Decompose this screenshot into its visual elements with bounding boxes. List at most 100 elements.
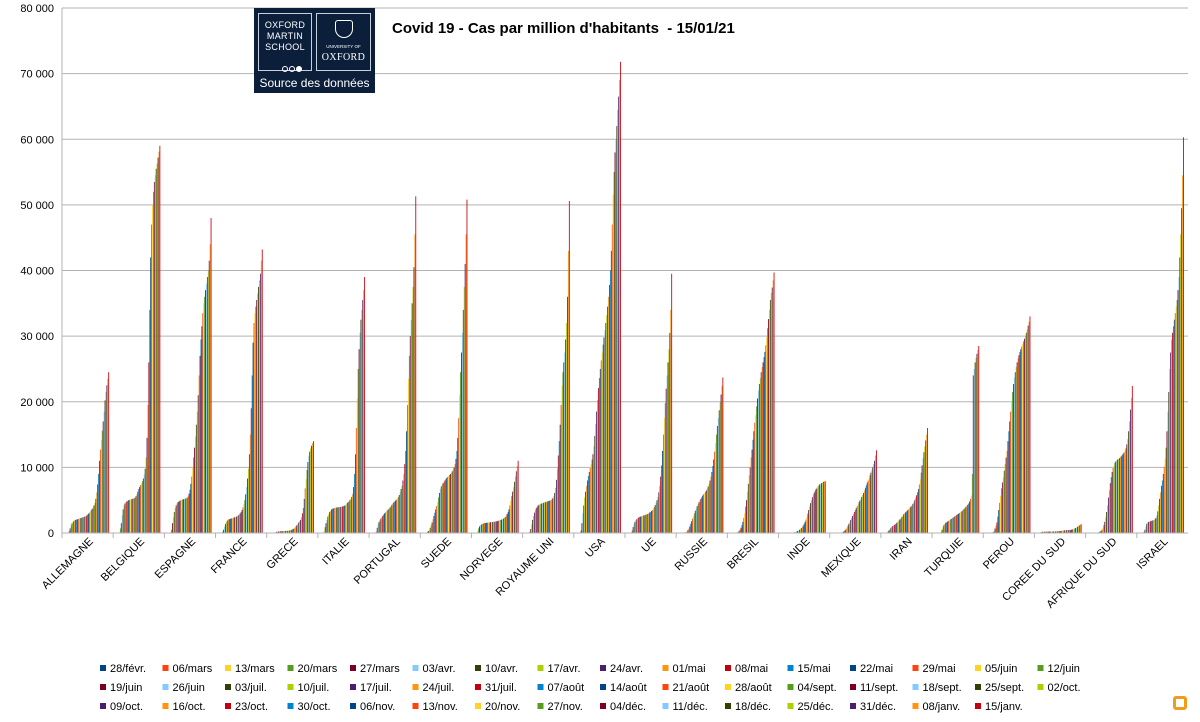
legend-label: 06/mars	[173, 663, 213, 675]
bars	[67, 61, 1184, 534]
bar	[142, 478, 144, 533]
legend-label: 03/juil.	[235, 682, 267, 694]
x-tick-label: ITALIE	[320, 536, 352, 568]
legend-label: 15/mai	[798, 663, 831, 675]
bar	[223, 529, 225, 533]
legend-swatch	[287, 703, 294, 709]
bar	[1172, 326, 1174, 533]
bar	[427, 531, 428, 533]
bar	[1109, 483, 1111, 534]
bar	[897, 521, 899, 533]
bar	[1144, 529, 1146, 533]
bar	[1074, 528, 1076, 533]
bar	[91, 508, 93, 533]
x-tick-label: NORVEGE	[458, 536, 505, 583]
bar	[342, 506, 343, 533]
legend-label: 17/avr.	[548, 663, 581, 675]
bar	[1149, 521, 1150, 533]
bar	[433, 515, 435, 533]
bar	[141, 481, 143, 533]
x-tick-label: FRANCE	[209, 536, 249, 576]
bar	[478, 528, 480, 533]
bar	[348, 501, 350, 533]
bar	[503, 517, 505, 533]
legend-swatch	[537, 684, 544, 690]
bar	[814, 490, 816, 533]
legend-swatch	[412, 684, 419, 690]
bar	[506, 513, 508, 533]
bar	[816, 487, 818, 533]
bar	[999, 502, 1001, 533]
x-tick-label: SUEDE	[419, 536, 454, 571]
bar	[1100, 530, 1102, 533]
bar	[1169, 368, 1171, 533]
bar	[956, 514, 958, 533]
bar	[510, 500, 512, 533]
bar	[517, 460, 519, 533]
bar	[888, 530, 890, 534]
bar	[533, 515, 534, 533]
bar	[209, 244, 211, 533]
bar	[588, 471, 590, 533]
bar	[655, 502, 657, 533]
bar	[916, 495, 917, 533]
bar	[767, 328, 769, 533]
bar	[87, 514, 88, 534]
bar	[364, 277, 366, 533]
bar	[1025, 332, 1027, 533]
bar	[182, 499, 183, 533]
bar	[356, 398, 358, 533]
bar	[662, 450, 663, 533]
bar	[906, 510, 908, 533]
source-logo[interactable]: OXFORD MARTIN SCHOOL UNIVERSITY OF OXFOR…	[254, 8, 375, 93]
bar	[159, 145, 161, 533]
bar	[1167, 411, 1169, 533]
bar	[94, 502, 96, 533]
bar	[228, 519, 230, 533]
bar	[600, 360, 602, 533]
legend-swatch	[162, 684, 169, 690]
bar	[704, 492, 705, 533]
bar	[707, 486, 709, 533]
x-tick-label: USA	[583, 535, 608, 560]
bar	[247, 478, 248, 533]
legend-label: 13/nov.	[423, 701, 458, 713]
bar	[619, 80, 621, 533]
bar	[1101, 529, 1103, 533]
bar	[741, 525, 743, 534]
bar	[327, 516, 329, 533]
bar	[915, 497, 917, 533]
bar	[224, 526, 225, 533]
bar	[1110, 477, 1112, 533]
bar	[846, 527, 848, 533]
bar	[412, 286, 414, 533]
bar	[452, 469, 454, 533]
bar	[77, 519, 78, 533]
legend-swatch	[1037, 665, 1044, 671]
bar	[457, 437, 459, 533]
legend-swatch	[225, 684, 231, 690]
bar	[1046, 531, 1048, 533]
bar	[68, 531, 70, 533]
bar	[1072, 529, 1074, 533]
bar	[616, 126, 618, 534]
bar	[820, 483, 822, 533]
bar	[1062, 530, 1064, 533]
bar	[596, 411, 598, 533]
bar	[941, 529, 943, 533]
bar	[997, 516, 999, 533]
legend-swatch	[100, 684, 106, 690]
legend-label: 21/août	[673, 682, 710, 694]
bar	[185, 498, 187, 533]
bar	[229, 518, 231, 533]
bar	[138, 489, 140, 533]
bar	[581, 523, 583, 533]
bar	[287, 530, 289, 533]
legend-label: 09/oct.	[110, 701, 143, 713]
bar	[1146, 523, 1148, 533]
bar	[69, 528, 71, 533]
bar	[430, 525, 432, 534]
bar	[905, 512, 906, 533]
bar	[860, 498, 862, 534]
